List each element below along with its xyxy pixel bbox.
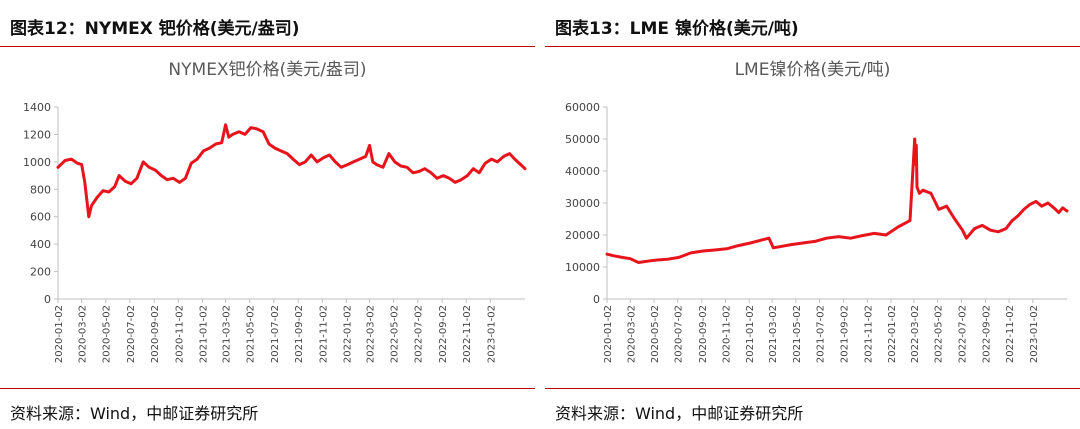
series-line xyxy=(56,123,527,219)
x-tick-label: 2022-11-02 xyxy=(1005,305,1016,363)
y-tick-label: 10000 xyxy=(565,261,600,274)
chart-title: LME镍价格(美元/吨) xyxy=(735,60,891,80)
x-tick-label: 2021-05-02 xyxy=(246,305,257,363)
figure-panel-nickel: 图表13：LME 镍价格(美元/吨) LME镍价格(美元/吨) 0 10000 200… xyxy=(545,0,1080,429)
x-tick-label: 2020-07-02 xyxy=(674,305,685,363)
x-tick-label: 2020-11-02 xyxy=(174,305,185,363)
x-tick-label: 2022-03-02 xyxy=(910,305,921,363)
figure-panel-palladium: 图表12：NYMEX 钯价格(美元/盎司) NYMEX钯价格(美元/盎司) 0 20… xyxy=(0,0,535,429)
y-tick-label: 60000 xyxy=(565,101,600,114)
y-tick-label: 40000 xyxy=(565,165,600,178)
y-tick-label: 600 xyxy=(30,211,51,224)
x-tick-label: 2022-09-02 xyxy=(438,305,449,363)
x-tick-label: 2022-07-02 xyxy=(957,305,968,363)
x-tick-label: 2020-01-02 xyxy=(54,305,65,363)
x-tick-label: 2021-01-02 xyxy=(198,305,209,363)
x-tick-label: 2020-01-02 xyxy=(603,305,614,363)
x-tick-label: 2020-05-02 xyxy=(650,305,661,363)
y-tick-label: 400 xyxy=(30,238,51,251)
y-tick-label: 1000 xyxy=(23,156,51,169)
figure-title: 图表13：LME 镍价格(美元/吨) xyxy=(555,19,799,39)
x-tick-label: 2022-11-02 xyxy=(462,305,473,363)
x-tick-label: 2023-01-02 xyxy=(486,305,497,363)
x-tick-label: 2022-01-02 xyxy=(887,305,898,363)
x-tick-label: 2020-03-02 xyxy=(78,305,89,363)
x-tick-label: 2022-01-02 xyxy=(342,305,353,363)
palladium-price-chart: NYMEX钯价格(美元/盎司) 0 200 400 600 800 1000 1200 1400… xyxy=(23,60,527,363)
x-tick-label: 2021-07-02 xyxy=(816,305,827,363)
y-tick-label: 0 xyxy=(44,293,51,306)
series-line xyxy=(605,137,1069,264)
y-tick-label: 1200 xyxy=(23,128,51,141)
chart-title: NYMEX钯价格(美元/盎司) xyxy=(168,60,366,80)
top-divider xyxy=(545,46,1080,47)
bottom-divider xyxy=(0,388,535,389)
x-tick-label: 2021-07-02 xyxy=(270,305,281,363)
x-tick-label: 2021-09-02 xyxy=(840,305,851,363)
x-tick-label: 2020-11-02 xyxy=(721,305,732,363)
y-tick-label: 200 xyxy=(30,266,51,279)
x-tick-label: 2020-09-02 xyxy=(698,305,709,363)
y-tick-label: 1400 xyxy=(23,101,51,114)
figure-title: 图表12：NYMEX 钯价格(美元/盎司) xyxy=(10,19,300,39)
x-tick-label: 2021-03-02 xyxy=(222,305,233,363)
y-tick-label: 20000 xyxy=(565,229,600,242)
x-tick-label: 2020-09-02 xyxy=(150,305,161,363)
x-tick-label: 2022-09-02 xyxy=(981,305,992,363)
y-tick-label: 800 xyxy=(30,183,51,196)
x-tick-label: 2021-09-02 xyxy=(294,305,305,363)
x-tick-label: 2022-05-02 xyxy=(934,305,945,363)
x-tick-label: 2020-05-02 xyxy=(102,305,113,363)
x-tick-label: 2020-07-02 xyxy=(126,305,137,363)
x-tick-label: 2022-03-02 xyxy=(366,305,377,363)
source-note: 资料来源：Wind，中邮证券研究所 xyxy=(10,404,259,423)
x-tick-label: 2022-05-02 xyxy=(390,305,401,363)
x-tick-label: 2021-03-02 xyxy=(768,305,779,363)
nickel-price-chart: LME镍价格(美元/吨) 0 10000 20000 30000 40000 50000 60… xyxy=(565,60,1069,363)
x-tick-label: 2022-07-02 xyxy=(414,305,425,363)
y-tick-label: 50000 xyxy=(565,133,600,146)
y-tick-label: 30000 xyxy=(565,197,600,210)
bottom-divider xyxy=(545,388,1080,389)
x-tick-label: 2021-11-02 xyxy=(318,305,329,363)
x-tick-label: 2021-01-02 xyxy=(745,305,756,363)
top-divider xyxy=(0,46,535,47)
x-tick-label: 2021-11-02 xyxy=(863,305,874,363)
x-tick-label: 2020-03-02 xyxy=(626,305,637,363)
source-note: 资料来源：Wind，中邮证券研究所 xyxy=(555,404,804,423)
y-tick-label: 0 xyxy=(593,293,600,306)
x-tick-label: 2021-05-02 xyxy=(792,305,803,363)
x-tick-label: 2023-01-02 xyxy=(1029,305,1040,363)
